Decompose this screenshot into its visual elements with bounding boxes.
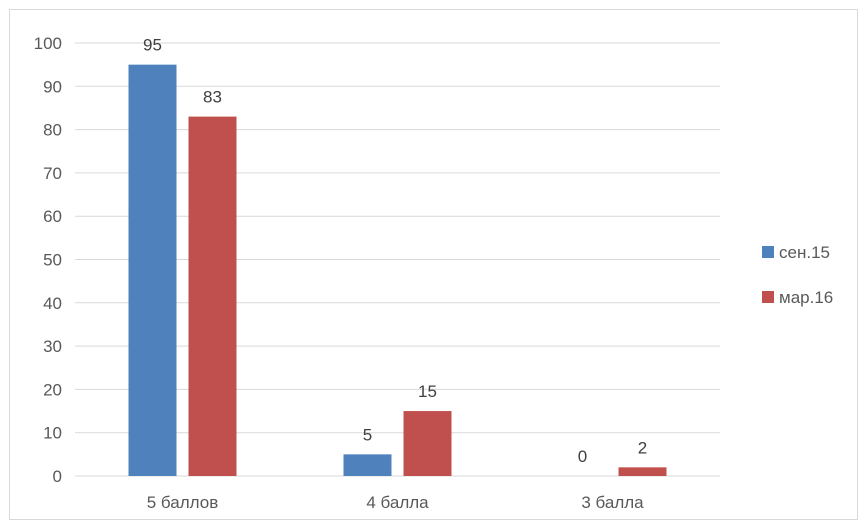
legend-label-0: сен.15 <box>779 243 830 262</box>
y-tick-label-80: 80 <box>43 121 62 140</box>
y-tick-label-100: 100 <box>34 34 62 53</box>
y-tick-label-30: 30 <box>43 337 62 356</box>
bar-2-1 <box>618 467 667 476</box>
x-tick-label-2: 3 балла <box>581 493 644 512</box>
x-tick-label-1: 4 балла <box>366 493 429 512</box>
legend-label-1: мар.16 <box>779 288 833 307</box>
data-label-0-1: 83 <box>203 88 222 107</box>
data-label-0-0: 95 <box>143 36 162 55</box>
data-label-2-0: 0 <box>578 447 587 466</box>
legend-swatch-0 <box>762 246 774 258</box>
y-tick-label-50: 50 <box>43 251 62 270</box>
bar-1-0 <box>343 454 392 476</box>
data-label-1-0: 5 <box>363 425 372 444</box>
legend-swatch-1 <box>762 291 774 303</box>
y-tick-label-0: 0 <box>53 467 62 486</box>
y-tick-label-10: 10 <box>43 424 62 443</box>
y-tick-label-60: 60 <box>43 207 62 226</box>
bar-0-1 <box>188 116 237 477</box>
data-label-2-1: 2 <box>638 438 647 457</box>
data-label-1-1: 15 <box>418 382 437 401</box>
y-tick-label-40: 40 <box>43 294 62 313</box>
bar-1-1 <box>403 411 452 476</box>
bar-0-0 <box>128 64 177 477</box>
x-tick-label-0: 5 баллов <box>147 493 219 512</box>
y-tick-label-20: 20 <box>43 380 62 399</box>
y-tick-label-90: 90 <box>43 77 62 96</box>
y-tick-label-70: 70 <box>43 164 62 183</box>
